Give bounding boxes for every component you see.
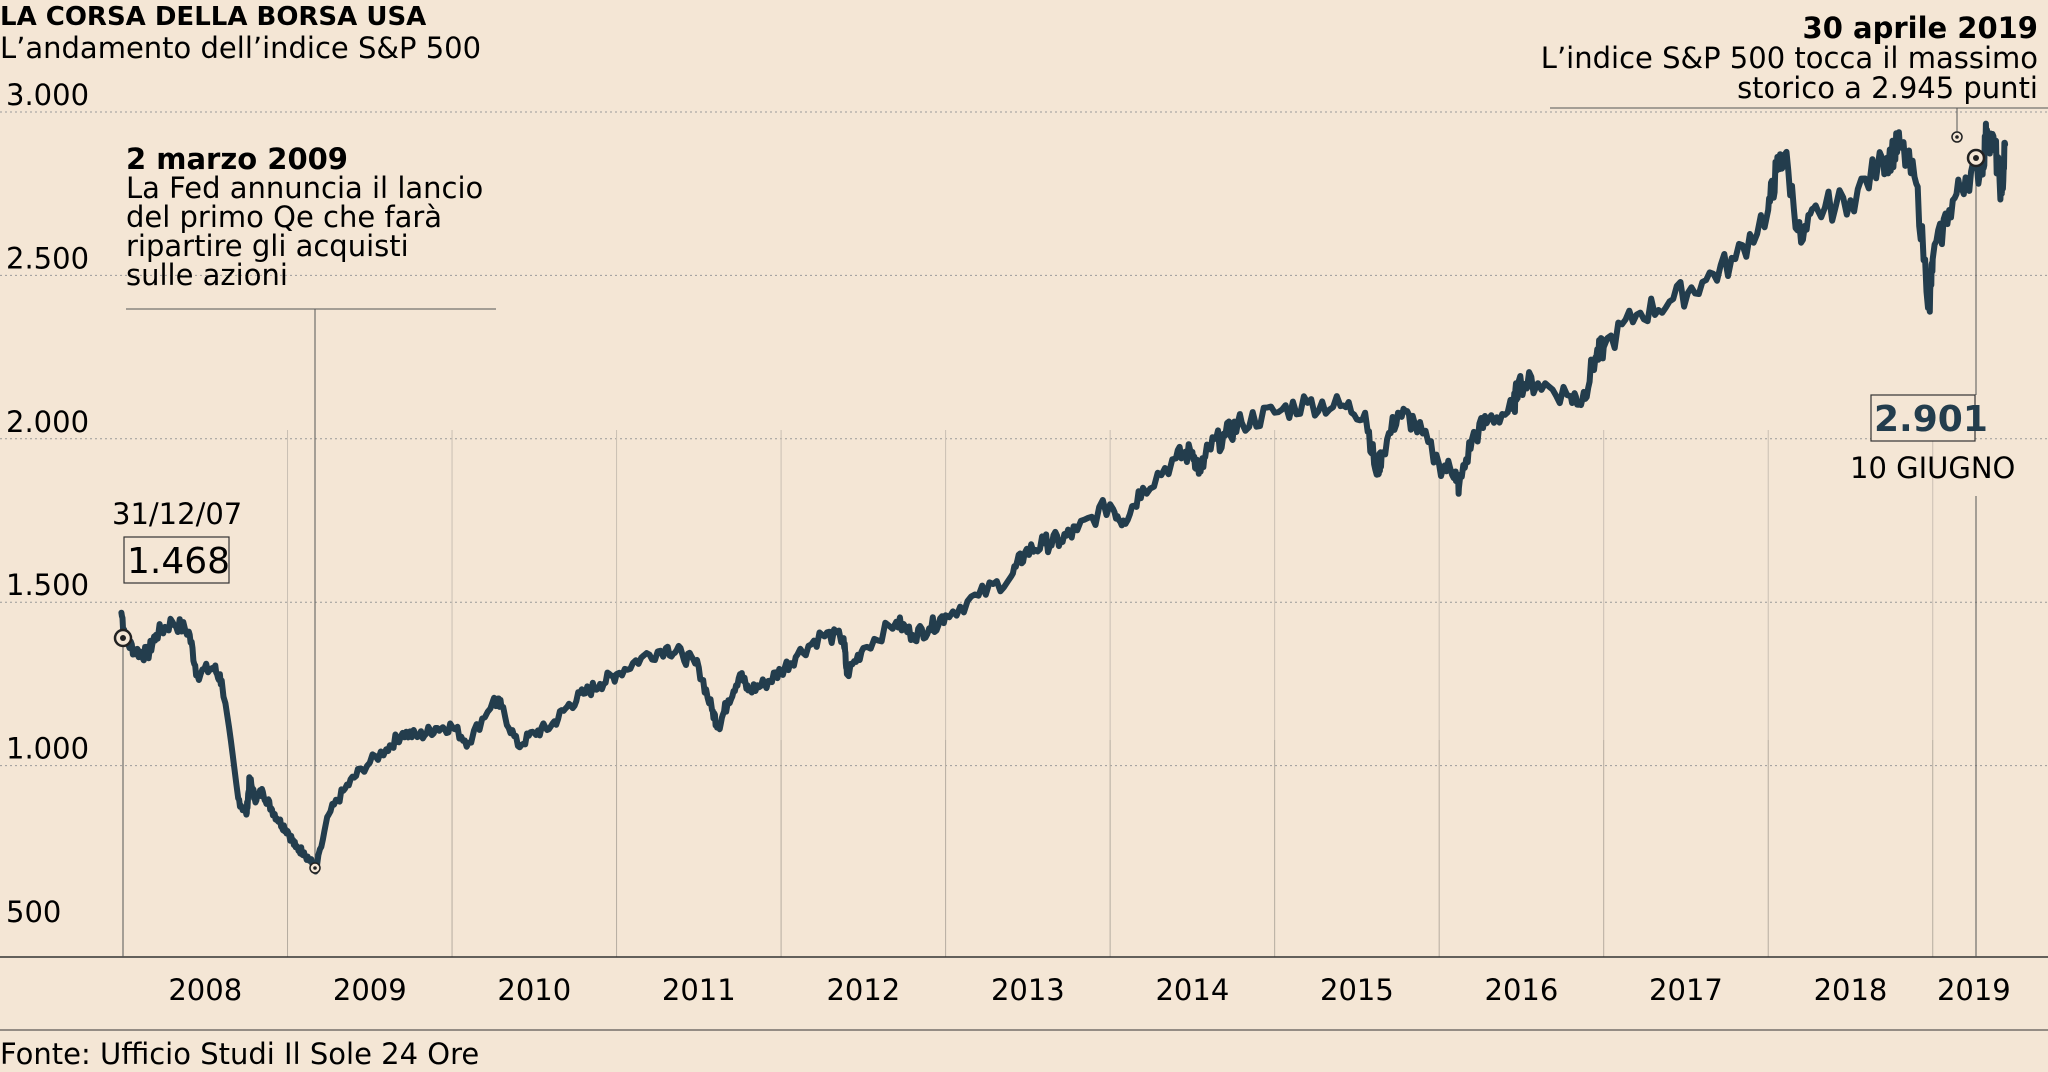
y-tick-label: 500: [6, 895, 61, 929]
x-tick-label: 2014: [1155, 973, 1229, 1007]
max-text-line-1: L’indice S&P 500 tocca il massimo: [1541, 41, 2038, 75]
x-tick-label: 2012: [826, 973, 900, 1007]
x-tick-label: 2011: [662, 973, 736, 1007]
y-tick-label: 3.000: [6, 78, 89, 112]
start-date-label: 31/12/07: [112, 497, 242, 531]
x-tick-label: 2019: [1937, 973, 2011, 1007]
annotation-end: 2.901 10 GIUGNO: [1850, 168, 2015, 957]
source-label: Fonte: Ufficio Studi Il Sole 24 Ore: [0, 1037, 479, 1071]
chart-subtitle: L’andamento dell’indice S&P 500: [0, 31, 481, 65]
y-tick-label: 2.500: [6, 241, 89, 275]
chart-title: LA CORSA DELLA BORSA USA: [0, 2, 426, 32]
end-marker: [1966, 148, 1986, 168]
x-gridlines: [287, 430, 1934, 957]
x-tick-label: 2013: [991, 973, 1065, 1007]
y-tick-label: 1.000: [6, 732, 89, 766]
end-value-box: [1870, 394, 1976, 442]
max-text-line-2: storico a 2.945 punti: [1737, 71, 2038, 105]
x-tick-labels: 2008 2009 2010 2011 2012 2013 2014 2015 2016 2017…: [168, 973, 2010, 1007]
x-tick-label: 2015: [1320, 973, 1394, 1007]
annotation-max: 30 aprile 2019 L’indice S&P 500 tocca il…: [1541, 11, 2048, 135]
max-date-label: 30 aprile 2019: [1803, 11, 2038, 45]
qe-text-line-1: La Fed annuncia il lancio: [126, 171, 483, 205]
qe-text-line-3: ripartire gli acquisti: [126, 229, 409, 263]
end-value-label: 2.901: [1874, 399, 1988, 440]
qe-text-line-2: del primo Qe che farà: [126, 200, 442, 234]
qe-date-label: 2 marzo 2009: [126, 142, 348, 176]
start-marker: [113, 628, 133, 648]
sp500-series-line: [118, 120, 2009, 875]
x-tick-label: 2016: [1485, 973, 1559, 1007]
x-tick-label: 2017: [1649, 973, 1723, 1007]
y-tick-label: 2.000: [6, 405, 89, 439]
y-tick-label: 1.500: [6, 568, 89, 602]
start-value-box: [123, 536, 230, 584]
max-marker: [1951, 131, 1963, 143]
annotation-start: 31/12/07 1.468: [112, 497, 242, 957]
annotation-qe: 2 marzo 2009 La Fed annuncia il lancio d…: [126, 142, 496, 868]
x-tick-label: 2009: [333, 973, 407, 1007]
min-marker: [309, 862, 321, 874]
qe-text-line-4: sulle azioni: [126, 258, 288, 292]
x-tick-label: 2008: [168, 973, 242, 1007]
x-tick-label: 2010: [497, 973, 571, 1007]
x-tick-label: 2018: [1814, 973, 1888, 1007]
end-date-label: 10 GIUGNO: [1850, 451, 2015, 485]
start-value-label: 1.468: [127, 541, 230, 582]
y-tick-labels: 3.000 2.500 2.000 1.500 1.000 500: [6, 78, 89, 929]
